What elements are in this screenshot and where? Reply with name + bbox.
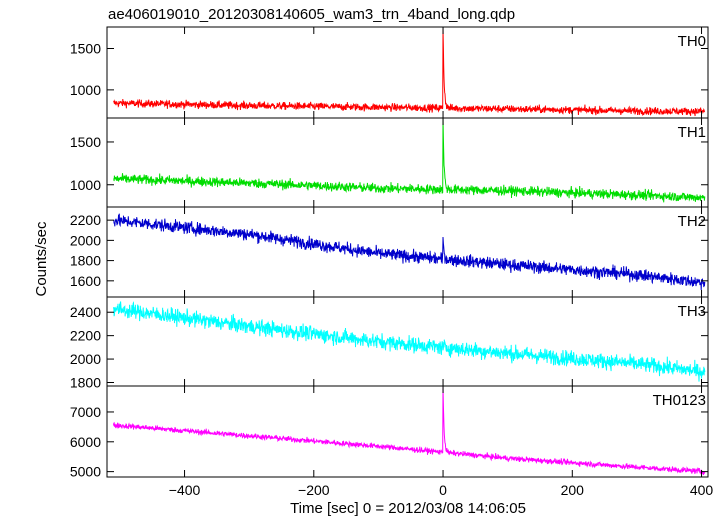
- panel-label-th0: TH0: [678, 33, 706, 50]
- series-line-th0123: [113, 387, 706, 476]
- panel-th1: 1000 1500 TH1: [70, 117, 709, 208]
- y-tick-label: 1600: [70, 273, 101, 289]
- panel-th0123: 5000 6000 7000 TH0123: [70, 385, 709, 480]
- panel-frame: [106, 296, 709, 387]
- y-tick-label: 1000: [70, 177, 101, 193]
- x-axis-label: Time [sec] 0 = 2012/03/08 14:06:05: [290, 500, 526, 516]
- y-tick-label: 1000: [70, 82, 101, 98]
- panel-th2: 1600 1800 2000 2200 TH2: [70, 206, 709, 298]
- y-tick-label: 6000: [70, 434, 101, 450]
- x-tick-label: 400: [690, 482, 714, 498]
- y-tick-label: 5000: [70, 464, 101, 480]
- x-axis-ticks: −400 −200 0 200 400: [169, 482, 714, 498]
- y-axis-label: Counts/sec: [33, 221, 50, 297]
- series-line-th1: [113, 118, 706, 203]
- panel-th3: 1800 2000 2200 2400 TH3: [70, 296, 709, 390]
- x-tick-label: −400: [169, 482, 201, 498]
- x-tick-label: 0: [439, 482, 447, 498]
- panel-label-th0123: TH0123: [653, 392, 706, 409]
- y-tick-label: 2200: [70, 212, 101, 228]
- y-tick-label: 2400: [70, 304, 101, 320]
- y-tick-label: 7000: [70, 404, 101, 420]
- panel-th0: 1000 1500 TH0: [70, 26, 709, 119]
- x-tick-label: 200: [561, 482, 585, 498]
- y-tick-label: 2000: [70, 351, 101, 367]
- y-tick-label: 2000: [70, 232, 101, 248]
- panel-label-th2: TH2: [678, 213, 706, 230]
- y-tick-label: 1800: [70, 374, 101, 390]
- y-tick-label: 1500: [70, 41, 101, 57]
- chart-title: ae406019010_20120308140605_wam3_trn_4ban…: [108, 6, 515, 23]
- series-line-th2: [113, 213, 706, 291]
- panel-label-th1: TH1: [678, 124, 706, 141]
- y-tick-label: 1800: [70, 253, 101, 269]
- series-line-th3: [113, 301, 706, 382]
- x-tick-label: −200: [298, 482, 330, 498]
- panel-label-th3: TH3: [678, 303, 706, 320]
- panels-group: 1000 1500 TH0 1000 1500 TH1 1600 1800 2000 2200 TH…: [70, 26, 709, 480]
- y-tick-label: 1500: [70, 134, 101, 150]
- series-line-th0: [113, 28, 706, 117]
- panel-frame: [106, 206, 709, 298]
- panel-frame: [106, 385, 709, 478]
- y-tick-label: 2200: [70, 328, 101, 344]
